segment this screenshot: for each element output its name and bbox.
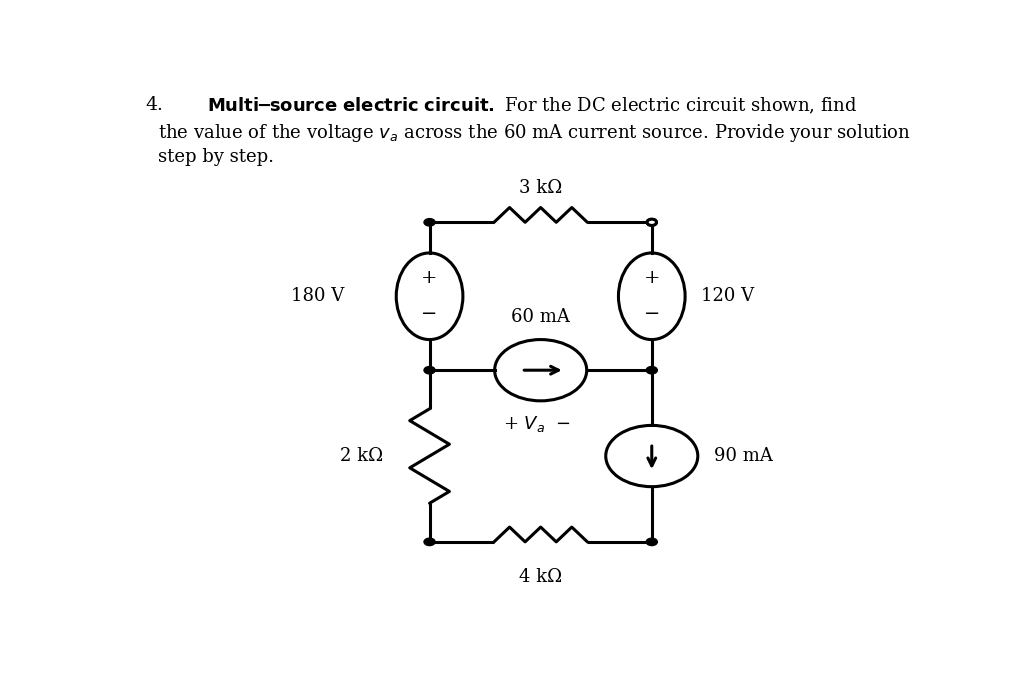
Text: 60 mA: 60 mA [511, 309, 570, 327]
Circle shape [646, 219, 657, 226]
Text: 180 V: 180 V [292, 287, 345, 305]
Text: 4.: 4. [145, 95, 164, 113]
Text: step by step.: step by step. [158, 148, 274, 166]
Circle shape [424, 219, 435, 226]
Text: 3 kΩ: 3 kΩ [519, 179, 562, 197]
Text: + $\mathit{V}_a$  −: + $\mathit{V}_a$ − [503, 414, 570, 434]
Text: +: + [643, 269, 660, 287]
Circle shape [646, 366, 657, 374]
Circle shape [424, 366, 435, 374]
Text: $\mathbf{Multi\!\!-\!\!source\ electric\ circuit.}$ For the DC electric circuit : $\mathbf{Multi\!\!-\!\!source\ electric\… [207, 95, 857, 116]
Circle shape [424, 539, 435, 545]
Text: −: − [422, 305, 437, 323]
Text: 4 kΩ: 4 kΩ [519, 568, 562, 587]
Circle shape [646, 539, 657, 545]
Text: 90 mA: 90 mA [714, 447, 772, 465]
Text: 120 V: 120 V [701, 287, 754, 305]
Circle shape [647, 219, 656, 226]
Text: −: − [644, 305, 659, 323]
Text: the value of the voltage $v_a$ across the 60 mA current source. Provide your sol: the value of the voltage $v_a$ across th… [158, 122, 911, 144]
Text: +: + [421, 269, 438, 287]
Text: 2 kΩ: 2 kΩ [340, 447, 384, 465]
